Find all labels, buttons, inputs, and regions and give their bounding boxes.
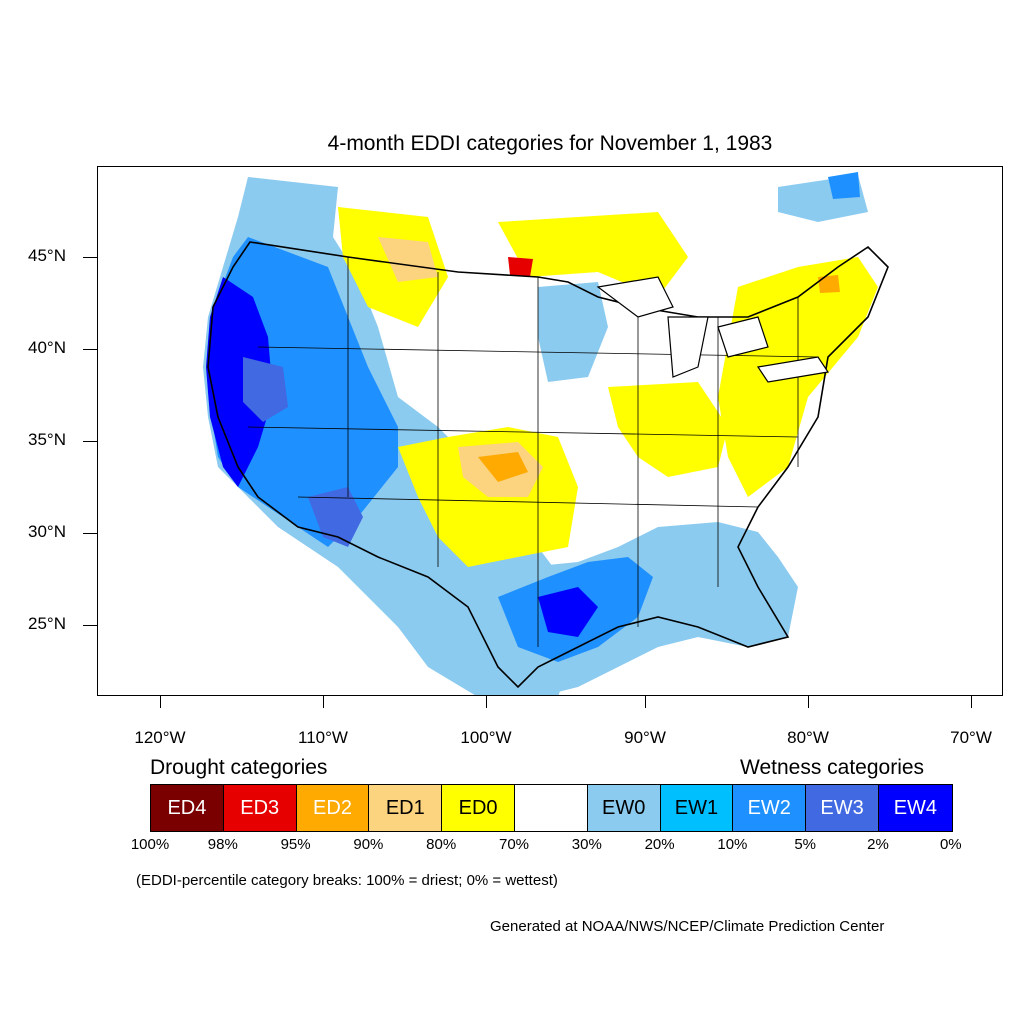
lat-label-35: 35°N (28, 430, 66, 449)
lat-tick-25 (83, 625, 97, 626)
lon-label-70: 70°W (950, 728, 992, 747)
legend-swatch-ed4: ED4 (151, 785, 224, 831)
lon-label-90: 90°W (624, 728, 666, 747)
percent-break-label: 2% (867, 836, 889, 853)
legend-swatch-ed3: ED3 (223, 785, 297, 831)
percent-break-label: 20% (644, 836, 675, 853)
percent-break-label: 100% (130, 836, 170, 853)
eddi-map (97, 166, 1003, 696)
lat-tick-35 (83, 441, 97, 442)
legend-swatch-ed2: ED2 (296, 785, 370, 831)
lat-tick-45 (83, 257, 97, 258)
percent-break-label: 30% (571, 836, 602, 853)
dry-region-ne-ed2 (818, 275, 840, 293)
lon-tick-120 (160, 696, 161, 708)
us-border (207, 241, 889, 689)
lon-label-100: 100°W (460, 728, 512, 747)
legend-swatch-ew3: EW3 (806, 785, 879, 831)
credit-line: Generated at NOAA/NWS/NCEP/Climate Predi… (490, 918, 885, 935)
lon-tick-80 (808, 696, 809, 708)
lat-tick-40 (83, 349, 97, 350)
map-title: 4-month EDDI categories for November 1, … (327, 132, 773, 155)
lon-tick-110 (323, 696, 324, 708)
lat-label-25: 25°N (28, 614, 66, 633)
category-note: (EDDI-percentile category breaks: 100% =… (136, 872, 558, 889)
lat-tick-30 (83, 533, 97, 534)
lon-label-110: 110°W (298, 728, 348, 747)
drought-heading: Drought categories (150, 756, 328, 779)
percent-break-label: 0% (939, 836, 962, 853)
lon-tick-90 (645, 696, 646, 708)
dry-region-plains-ed2 (478, 452, 528, 482)
percent-break-label: 10% (717, 836, 748, 853)
wet-region-nevada-ew3 (243, 357, 288, 422)
lat-label-30: 30°N (28, 522, 66, 541)
dry-region-north-ed3 (508, 257, 533, 277)
lat-label-45: 45°N (28, 246, 66, 265)
dry-region-midwest-ed0 (608, 382, 728, 477)
wet-region-sw-ew3 (308, 487, 363, 547)
lon-label-80: 80°W (787, 728, 829, 747)
legend-swatch-ew2: EW2 (733, 785, 807, 831)
wet-region-west-ew4 (206, 277, 273, 487)
state-lines (247, 257, 819, 647)
legend-swatch-ew4: EW4 (878, 785, 952, 831)
lon-tick-70 (971, 696, 972, 708)
percent-break-label: 5% (794, 836, 817, 853)
legend-swatch-ed1: ED1 (369, 785, 443, 831)
legend-swatch-ed0: ED0 (442, 785, 515, 831)
map-svg (203, 172, 889, 695)
great-lakes (596, 276, 830, 383)
percent-break-label: 80% (426, 836, 457, 853)
percent-break-label: 90% (353, 836, 384, 853)
legend-swatch-ew1: EW1 (660, 785, 734, 831)
lat-label-40: 40°N (28, 338, 66, 357)
wet-region-ne-ew2 (828, 172, 860, 199)
lon-tick-100 (486, 696, 487, 708)
lon-label-120: 120°W (134, 728, 186, 747)
percent-break-label: 70% (498, 836, 530, 853)
wetness-heading: Wetness categories (740, 756, 925, 779)
legend-swatch-ew0: EW0 (587, 785, 661, 831)
percent-break-label: 98% (207, 836, 238, 853)
dry-region-north2-ed0 (498, 212, 688, 297)
wet-region-midwest-ew0 (538, 282, 608, 382)
category-legend: ED4 ED3 ED2 ED1 ED0 EW0 EW1 EW2 EW3 EW4 (150, 784, 953, 832)
legend-swatch-neutral (514, 785, 588, 831)
wet-region-gulf-ew4 (538, 587, 598, 637)
percent-break-label: 95% (280, 836, 311, 853)
dry-region-north-ed1 (378, 237, 438, 282)
